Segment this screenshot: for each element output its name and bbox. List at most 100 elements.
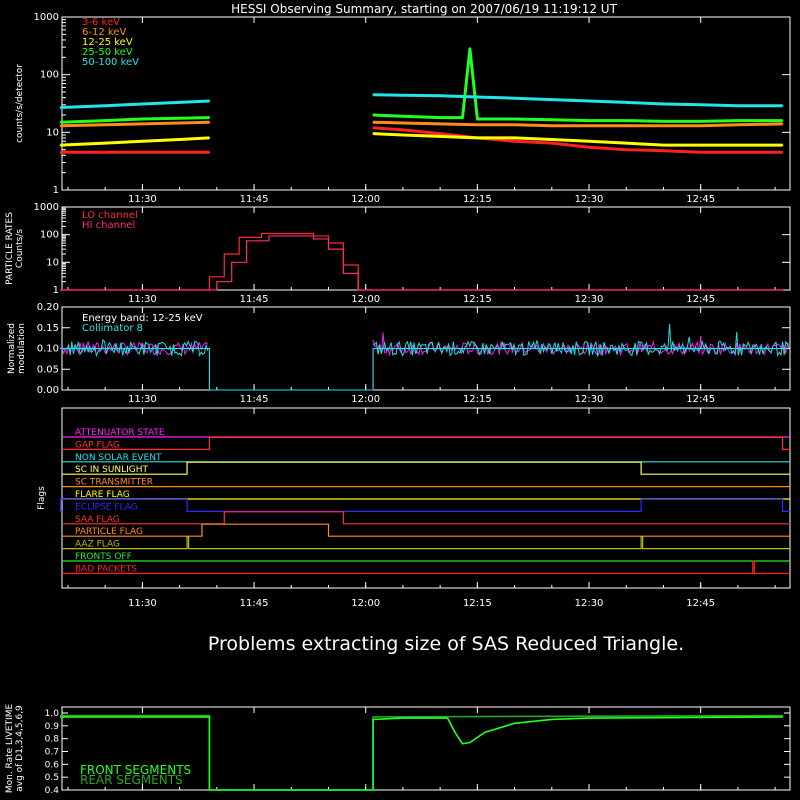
data-point-collimator-8 — [59, 347, 62, 350]
legend-hi-channel: HI channel — [82, 220, 135, 231]
data-point-3-6-kev — [513, 140, 516, 143]
data-point-12-25-kev — [402, 134, 404, 136]
panel-frame — [61, 706, 791, 791]
y-tick-label: 0.4 — [45, 786, 60, 796]
livetime-panel: Mon. Rate LIVETIME avg of D1,3,4,5,6,9 0.4… — [5, 704, 791, 796]
flag-line-sc-in-sunlight — [62, 461, 790, 475]
data-point-25-50-kev — [208, 116, 211, 119]
x-tick-label: 12:30 — [575, 598, 604, 609]
annotation-collimator-8: Collimator 8 — [82, 323, 143, 334]
annotation-energy-band-12-25-kev: Energy band: 12-25 keV — [82, 313, 203, 324]
data-point-50-100-kev — [625, 101, 628, 104]
series-line-12-25-kev — [60, 136, 210, 147]
data-point-50-100-kev — [550, 98, 553, 101]
y-axis-label: Counts/s — [15, 229, 25, 268]
y-axis-label: counts/s/detector — [15, 64, 25, 143]
data-point-50-100-kev — [59, 106, 62, 109]
data-point-3-6-kev — [781, 151, 784, 154]
data-point-3-6-kev — [439, 132, 441, 135]
y-tick-label: 100 — [40, 70, 59, 81]
data-point-12-25-kev — [178, 138, 181, 141]
data-point-25-50-kev — [625, 119, 628, 122]
data-point-25-50-kev — [588, 119, 590, 122]
series-line-25-50-kev — [373, 47, 783, 123]
data-point-3-6-kev — [104, 151, 106, 154]
data-point-50-100-kev — [662, 103, 665, 105]
data-point-12-25-kev — [513, 137, 516, 139]
data-point-rear-segments — [59, 714, 62, 717]
flag-label-gap-flag: GAP FLAG — [75, 440, 120, 450]
data-point-collimator-8 — [372, 347, 374, 350]
data-point-front-segments — [208, 716, 210, 718]
y-tick-label: 0.8 — [45, 735, 60, 745]
data-point-lo-channel — [208, 276, 210, 278]
data-point-50-100-kev — [372, 93, 374, 96]
y-tick-label: 0.6 — [45, 760, 60, 770]
x-tick-label: 12:45 — [686, 194, 715, 205]
data-point-25-50-kev — [662, 120, 665, 123]
y-tick-label: 0.10 — [37, 344, 59, 355]
data-point-front-segments — [454, 731, 456, 733]
data-point-50-100-kev — [402, 94, 404, 97]
data-point-6-12-kev — [372, 121, 374, 123]
y-tick-label: 0.15 — [37, 323, 59, 334]
y-tick-label: 0.9 — [45, 722, 60, 732]
data-point-front-segments — [59, 716, 62, 718]
data-point-lo-channel — [260, 232, 263, 235]
figure-title: HESSI Observing Summary, starting on 200… — [231, 2, 617, 16]
y-tick-label: 1000 — [34, 12, 59, 23]
flag-line-saa-flag — [62, 511, 790, 525]
data-point-front-segments — [461, 743, 464, 745]
data-point-25-50-kev — [402, 115, 404, 118]
series-line-12-25-kev — [373, 132, 783, 147]
data-point-25-50-kev — [461, 116, 464, 119]
data-point-25-50-kev — [699, 120, 702, 123]
x-tick-label: 12:45 — [686, 394, 715, 405]
data-point-front-segments — [372, 789, 374, 791]
x-tick-label: 11:30 — [128, 194, 157, 205]
y-tick-label: 1000 — [34, 202, 59, 213]
particle-rates-panel: 1 10 100 1000 11:30 11:45 12:00 12:15 12:30 12:45… — [5, 202, 791, 305]
data-point-3-6-kev — [625, 148, 628, 151]
data-point-12-25-kev — [372, 132, 374, 135]
series-line-lo-channel — [60, 232, 783, 291]
data-point-50-100-kev — [141, 103, 144, 105]
legend-6-12-kev: 6-12 keV — [82, 27, 126, 38]
data-point-collimator-8 — [208, 389, 210, 391]
data-point-12-25-kev — [588, 140, 590, 143]
legend-rear-segments: REAR SEGMENTS — [80, 773, 183, 787]
x-tick-label: 12:30 — [575, 394, 604, 405]
x-tick-label: 12:15 — [463, 598, 492, 609]
data-point-3-6-kev — [59, 151, 62, 154]
flag-line-aaz-flag — [62, 536, 790, 550]
data-point-3-6-kev — [588, 146, 590, 149]
data-point-6-12-kev — [208, 121, 211, 123]
data-point-hi-channel — [59, 289, 62, 291]
data-point-front-segments — [781, 716, 784, 718]
data-point-front-segments — [484, 731, 486, 733]
data-point-6-12-kev — [59, 124, 62, 127]
y-tick-label: 1 — [53, 285, 59, 296]
x-tick-label: 11:45 — [240, 294, 269, 305]
count-rates-panel: 1 10 100 1000 11:30 11:45 12:00 12:15 12:30 12:45… — [15, 12, 791, 205]
x-tick-label: 12:15 — [463, 394, 492, 405]
data-point-3-6-kev — [372, 126, 374, 129]
y-tick-label: 0.20 — [37, 302, 59, 313]
x-tick-label: 12:45 — [686, 294, 715, 305]
x-tick-label: 11:30 — [128, 294, 157, 305]
flag-label-particle-flag: PARTICLE FLAG — [75, 527, 143, 537]
x-tick-label: 12:00 — [351, 194, 380, 205]
data-point-50-100-kev — [737, 104, 739, 107]
data-point-6-12-kev — [588, 124, 590, 127]
data-point-hi-channel — [268, 235, 270, 237]
data-point-6-12-kev — [699, 124, 702, 127]
data-point-50-100-kev — [104, 104, 106, 107]
data-point-12-25-kev — [662, 144, 665, 146]
panel-frame — [61, 407, 791, 589]
data-point-50-100-kev — [699, 104, 702, 106]
y-tick-label: 1 — [53, 185, 59, 196]
data-point-6-12-kev — [662, 124, 665, 127]
data-point-25-50-kev — [469, 48, 471, 50]
data-point-hi-channel — [342, 272, 344, 274]
